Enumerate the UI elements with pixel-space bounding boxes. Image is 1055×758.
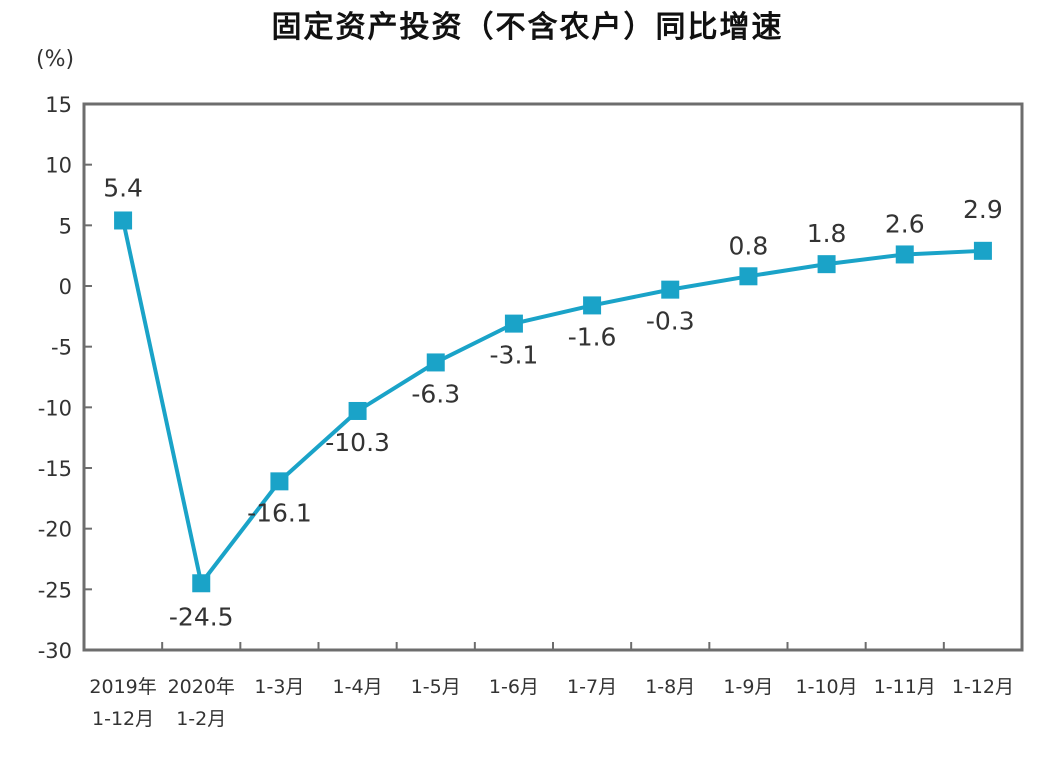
y-tick-label: -10	[38, 396, 72, 420]
chart-title: 固定资产投资（不含农户）同比增速	[271, 10, 784, 45]
y-axis-unit-label: (%)	[36, 47, 74, 72]
y-tick-label: -5	[51, 336, 72, 360]
x-tick-label: 1-3月	[254, 676, 304, 698]
data-label: 1.8	[807, 219, 847, 248]
axis-layer: (%) 15 10 5 0 -5 -10 -15 -20 -25 -30 2019年 1-12月 2020…	[36, 47, 1014, 730]
x-tick-label: 2019年	[89, 676, 156, 698]
y-tick-label: 10	[45, 154, 72, 178]
data-label-layer: 5.4 -24.5 -16.1 -10.3 -6.3 -3.1 -1.6 -0.3 0.8 1.8…	[103, 173, 1003, 631]
y-tick-label: 5	[59, 214, 72, 238]
plot-frame	[82, 102, 1024, 652]
y-tick-label: -15	[38, 457, 72, 481]
y-tick-label: 0	[59, 275, 72, 299]
data-point-marker	[973, 241, 992, 260]
y-tick-label: -20	[38, 518, 72, 542]
data-label: -24.5	[169, 602, 234, 631]
series-layer	[114, 211, 992, 593]
data-label: 2.6	[885, 209, 925, 238]
data-point-marker	[426, 353, 445, 372]
x-tick-label: 1-4月	[333, 676, 383, 698]
data-point-marker	[504, 314, 523, 333]
data-label: 0.8	[729, 231, 769, 260]
x-tick-label: 1-6月	[489, 676, 539, 698]
data-label: -3.1	[490, 341, 539, 370]
data-label: -1.6	[568, 322, 617, 351]
data-label: 5.4	[103, 173, 143, 202]
x-tick-label: 1-10月	[796, 676, 858, 698]
data-point-marker	[661, 280, 680, 299]
x-tick-label: 1-9月	[723, 676, 773, 698]
series-line	[121, 220, 984, 586]
data-point-marker	[348, 401, 367, 420]
data-point-marker	[114, 211, 133, 230]
y-tick-label: -30	[38, 639, 72, 663]
data-point-marker	[192, 574, 211, 593]
data-point-marker	[895, 245, 914, 264]
data-label: -6.3	[411, 379, 460, 408]
y-tick-label: 15	[45, 93, 72, 117]
x-tick-label: 1-12月	[952, 676, 1014, 698]
data-point-marker	[817, 255, 836, 274]
data-label: -0.3	[646, 307, 695, 336]
x-tick-label: 1-7月	[567, 676, 617, 698]
x-tick-label: 1-2月	[176, 708, 226, 730]
x-tick-label: 1-5月	[411, 676, 461, 698]
x-tick-label: 1-12月	[92, 708, 154, 730]
x-tick-label: 1-11月	[874, 676, 936, 698]
data-label: -10.3	[325, 428, 390, 457]
x-tick-label: 1-8月	[645, 676, 695, 698]
data-point-marker	[739, 267, 758, 286]
plot-frame-layer	[82, 102, 1024, 652]
y-tick-label: -25	[38, 578, 72, 602]
data-label: -16.1	[247, 498, 312, 527]
data-point-marker	[583, 296, 602, 315]
data-point-marker	[270, 472, 289, 491]
data-label: 2.9	[963, 195, 1003, 224]
x-tick-label: 2020年	[168, 676, 235, 698]
